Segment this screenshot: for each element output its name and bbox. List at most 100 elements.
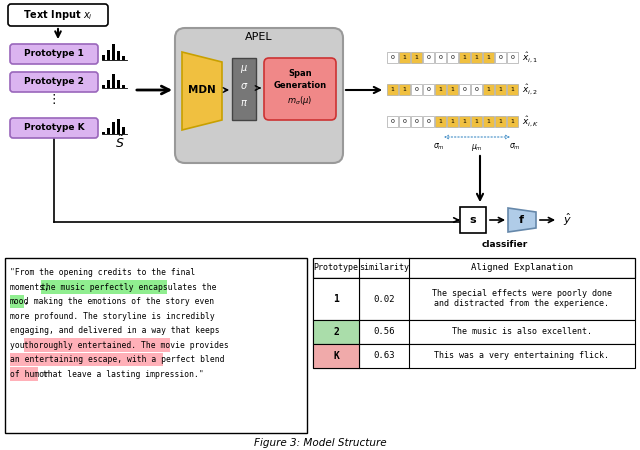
- FancyBboxPatch shape: [10, 72, 98, 92]
- Bar: [112, 74, 115, 88]
- Text: 1: 1: [511, 119, 515, 124]
- Bar: [112, 122, 115, 134]
- Bar: [122, 127, 125, 134]
- Bar: [483, 84, 494, 95]
- Text: 1: 1: [390, 87, 394, 92]
- Bar: [399, 84, 410, 95]
- Text: Prototype 2: Prototype 2: [24, 77, 84, 86]
- Bar: [117, 80, 120, 88]
- Bar: [122, 56, 125, 60]
- Text: 1: 1: [463, 119, 467, 124]
- Text: engaging, and delivered in a way that keeps: engaging, and delivered in a way that ke…: [10, 326, 220, 335]
- Bar: [423, 116, 434, 127]
- Text: K: K: [333, 351, 339, 361]
- Bar: [117, 51, 120, 60]
- Text: 0: 0: [390, 55, 394, 60]
- Text: APEL: APEL: [245, 32, 273, 42]
- Bar: [435, 52, 446, 63]
- Bar: [423, 84, 434, 95]
- Bar: [447, 116, 458, 127]
- Text: $\hat{x}_{i,K}$: $\hat{x}_{i,K}$: [522, 115, 540, 128]
- Polygon shape: [508, 208, 536, 232]
- Text: The music is also excellent.: The music is also excellent.: [452, 328, 592, 337]
- Bar: [10, 352, 163, 366]
- Text: 0: 0: [390, 119, 394, 124]
- Text: 1: 1: [475, 119, 479, 124]
- Text: "From the opening credits to the final: "From the opening credits to the final: [10, 268, 195, 277]
- Bar: [313, 320, 635, 344]
- Text: 1: 1: [415, 55, 419, 60]
- Text: 1: 1: [403, 55, 406, 60]
- Text: 1: 1: [475, 55, 479, 60]
- Text: $\sigma$: $\sigma$: [240, 81, 248, 91]
- Text: 1: 1: [463, 55, 467, 60]
- Bar: [447, 52, 458, 63]
- Bar: [411, 116, 422, 127]
- FancyBboxPatch shape: [8, 4, 108, 26]
- Text: 0: 0: [415, 119, 419, 124]
- Bar: [107, 128, 110, 134]
- Text: 1: 1: [486, 87, 490, 92]
- FancyBboxPatch shape: [175, 28, 343, 163]
- Bar: [10, 367, 38, 381]
- Bar: [423, 52, 434, 63]
- Text: $\pi$: $\pi$: [240, 98, 248, 108]
- Bar: [5, 258, 307, 433]
- Text: and distracted from the experience.: and distracted from the experience.: [435, 300, 609, 309]
- Bar: [42, 280, 167, 293]
- FancyBboxPatch shape: [10, 118, 98, 138]
- Bar: [459, 52, 470, 63]
- Text: of humor: of humor: [10, 370, 49, 379]
- Text: $\hat{x}_{i,2}$: $\hat{x}_{i,2}$: [522, 82, 538, 96]
- Text: 1: 1: [403, 87, 406, 92]
- Text: s: s: [470, 215, 476, 225]
- Bar: [495, 84, 506, 95]
- Bar: [313, 320, 359, 344]
- Bar: [435, 84, 446, 95]
- Text: Prototype 1: Prototype 1: [24, 50, 84, 58]
- Bar: [313, 278, 359, 320]
- Bar: [495, 116, 506, 127]
- Bar: [483, 52, 494, 63]
- Bar: [313, 344, 359, 368]
- Text: MDN: MDN: [188, 85, 216, 95]
- Bar: [387, 116, 398, 127]
- Text: 1: 1: [499, 119, 502, 124]
- Text: 0.56: 0.56: [373, 328, 395, 337]
- Text: 0: 0: [463, 87, 467, 92]
- Text: Figure 3: Model Structure: Figure 3: Model Structure: [253, 438, 387, 448]
- Bar: [399, 116, 410, 127]
- Bar: [232, 58, 256, 120]
- Text: The special effects were poorly done: The special effects were poorly done: [432, 289, 612, 298]
- Text: 1: 1: [486, 119, 490, 124]
- Text: 0: 0: [438, 55, 442, 60]
- Bar: [387, 84, 398, 95]
- Bar: [313, 344, 635, 368]
- Bar: [460, 207, 486, 233]
- Text: more profound. The storyline is incredibly: more profound. The storyline is incredib…: [10, 312, 215, 321]
- Text: Span
Generation
$m_{\sigma}(\mu)$: Span Generation $m_{\sigma}(\mu)$: [273, 69, 326, 107]
- Bar: [107, 50, 110, 60]
- Text: 0: 0: [427, 119, 431, 124]
- Text: f: f: [518, 215, 524, 225]
- Text: thoroughly entertained. The movie provides: thoroughly entertained. The movie provid…: [24, 341, 228, 350]
- Bar: [471, 116, 482, 127]
- Text: ⋮: ⋮: [48, 94, 60, 107]
- Text: that leave a lasting impression.": that leave a lasting impression.": [38, 370, 204, 379]
- Bar: [10, 294, 24, 308]
- Text: $\mu_m$: $\mu_m$: [471, 142, 483, 153]
- Text: , making the emotions of the story even: , making the emotions of the story even: [24, 297, 214, 306]
- Bar: [107, 80, 110, 88]
- Text: 1: 1: [438, 119, 442, 124]
- Bar: [447, 84, 458, 95]
- Text: $\tilde{S}$: $\tilde{S}$: [115, 135, 125, 151]
- Text: 1: 1: [451, 119, 454, 124]
- Text: an entertaining escape, with a perfect blend: an entertaining escape, with a perfect b…: [10, 355, 225, 364]
- Text: $\sigma_m$: $\sigma_m$: [509, 142, 521, 153]
- Text: Text Input $x_i$: Text Input $x_i$: [23, 8, 93, 22]
- Bar: [399, 52, 410, 63]
- Bar: [313, 258, 635, 278]
- Bar: [435, 116, 446, 127]
- Bar: [313, 278, 635, 320]
- Bar: [112, 44, 115, 60]
